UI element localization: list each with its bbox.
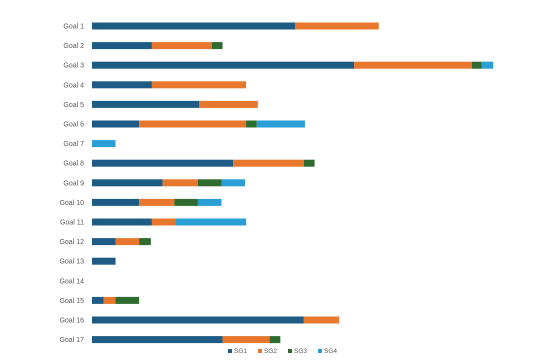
bar-segment-sg2	[151, 81, 247, 89]
category-label: Goal 17	[59, 337, 84, 344]
bar-segment-sg1	[92, 22, 296, 30]
bar-segment-sg4	[221, 179, 246, 187]
bars	[92, 22, 494, 344]
category-label: Goal 10	[59, 200, 84, 207]
legend-label-sg2: SG2	[264, 348, 277, 355]
bar-segment-sg1	[92, 179, 163, 187]
category-label: Goal 7	[63, 141, 84, 148]
bar-segment-sg1	[92, 336, 223, 344]
category-label: Goal 16	[59, 318, 84, 325]
legend: SG1 SG2 SG3 SG4	[228, 348, 337, 355]
category-label: Goal 4	[63, 82, 84, 89]
bar-segment-sg1	[92, 316, 304, 324]
bar-segment-sg3	[246, 120, 257, 128]
legend-swatch-sg3	[288, 349, 292, 353]
legend-swatch-sg2	[258, 349, 262, 353]
bar-segment-sg1	[92, 238, 116, 246]
category-label: Goal 9	[63, 180, 84, 187]
bar-segment-sg1	[92, 296, 104, 304]
category-label: Goal 6	[63, 122, 84, 129]
category-label: Goal 3	[63, 63, 84, 70]
bar-segment-sg1	[92, 120, 140, 128]
bar-segment-sg1	[92, 42, 152, 50]
category-label: Goal 13	[59, 259, 84, 266]
bar-segment-sg4	[481, 61, 494, 69]
bar-segment-sg2	[162, 179, 198, 187]
bar-segment-sg1	[92, 81, 152, 89]
bar-segment-sg3	[303, 159, 315, 167]
category-label: Goal 14	[59, 278, 84, 285]
bar-segment-sg3	[269, 336, 281, 344]
category-labels: Goal 1 Goal 2 Goal 3 Goal 4 Goal 5 Goal 6 Goal…	[59, 24, 84, 345]
bar-segment-sg3	[197, 179, 222, 187]
category-label: Goal 8	[63, 161, 84, 168]
bar-segment-sg2	[303, 316, 340, 324]
bar-segment-sg1	[92, 218, 152, 226]
bar-segment-sg4	[197, 198, 222, 206]
bar-segment-sg4	[92, 140, 116, 148]
bar-segment-sg1	[92, 100, 199, 108]
category-label: Goal 12	[59, 239, 84, 246]
bar-segment-sg1	[92, 61, 355, 69]
legend-label-sg4: SG4	[324, 348, 337, 355]
bar-segment-sg1	[92, 198, 140, 206]
bar-segment-sg2	[222, 336, 270, 344]
bar-segment-sg2	[139, 198, 175, 206]
legend-label-sg1: SG1	[234, 348, 247, 355]
bar-segment-sg1	[92, 159, 234, 167]
bar-segment-sg2	[233, 159, 304, 167]
legend-label-sg3: SG3	[294, 348, 307, 355]
bar-segment-sg3	[211, 42, 223, 50]
category-label: Goal 2	[63, 43, 84, 50]
bar-segment-sg4	[175, 218, 247, 226]
legend-swatch-sg4	[318, 349, 322, 353]
category-label: Goal 15	[59, 298, 84, 305]
category-label: Goal 1	[63, 24, 84, 31]
category-label: Goal 5	[63, 102, 84, 109]
bar-segment-sg3	[139, 238, 151, 246]
bar-segment-sg4	[256, 120, 305, 128]
legend-swatch-sg1	[228, 349, 232, 353]
bar-segment-sg2	[354, 61, 472, 69]
category-label: Goal 11	[60, 220, 84, 227]
bar-segment-sg3	[174, 198, 198, 206]
bar-segment-sg2	[115, 238, 140, 246]
bar-segment-sg2	[139, 120, 247, 128]
bar-segment-sg3	[471, 61, 482, 69]
bar-segment-sg2	[199, 100, 258, 108]
bar-segment-sg2	[151, 218, 176, 226]
bar-segment-sg2	[295, 22, 379, 30]
bar-segment-sg1	[92, 257, 116, 265]
bar-segment-sg3	[115, 296, 140, 304]
bar-segment-sg2	[103, 296, 116, 304]
bar-segment-sg2	[151, 42, 212, 50]
